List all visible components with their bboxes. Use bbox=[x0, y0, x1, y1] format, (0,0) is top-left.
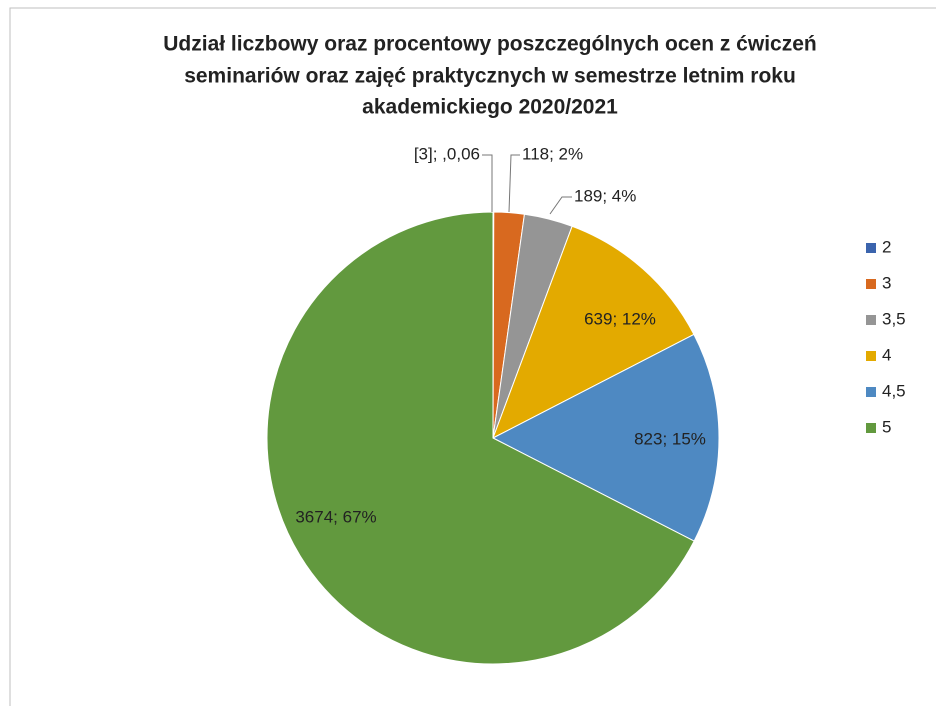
pie-slice bbox=[491, 333, 720, 542]
legend-label: 4 bbox=[882, 345, 891, 364]
chart-title: akademickiego 2020/2021 bbox=[362, 96, 618, 119]
chart-title: Udział liczbowy oraz procentowy poszczeg… bbox=[163, 33, 816, 56]
legend-label: 3,5 bbox=[882, 309, 906, 328]
legend-label: 5 bbox=[882, 417, 891, 436]
legend-swatch bbox=[866, 315, 876, 325]
leader-line bbox=[482, 154, 493, 212]
data-label: 118; 2% bbox=[522, 144, 583, 163]
data-label: 639; 12% bbox=[584, 309, 656, 328]
legend-swatch bbox=[866, 243, 876, 253]
data-label: 3674; 67% bbox=[295, 507, 376, 526]
legend-label: 2 bbox=[882, 237, 891, 256]
legend-swatch bbox=[866, 387, 876, 397]
legend-label: 3 bbox=[882, 273, 891, 292]
data-label: 823; 15% bbox=[634, 429, 706, 448]
pie-slice bbox=[266, 211, 695, 665]
leader-line bbox=[508, 154, 520, 213]
leader-line bbox=[549, 196, 572, 215]
chart-title: seminariów oraz zajęć praktycznych w sem… bbox=[184, 65, 796, 88]
legend-swatch bbox=[866, 351, 876, 361]
legend-swatch bbox=[866, 279, 876, 289]
legend-label: 4,5 bbox=[882, 381, 906, 400]
pie-slice bbox=[492, 225, 695, 440]
data-label: [3]; ,0,06 bbox=[414, 144, 480, 163]
data-label: 189; 4% bbox=[574, 186, 636, 205]
legend-swatch bbox=[866, 423, 876, 433]
